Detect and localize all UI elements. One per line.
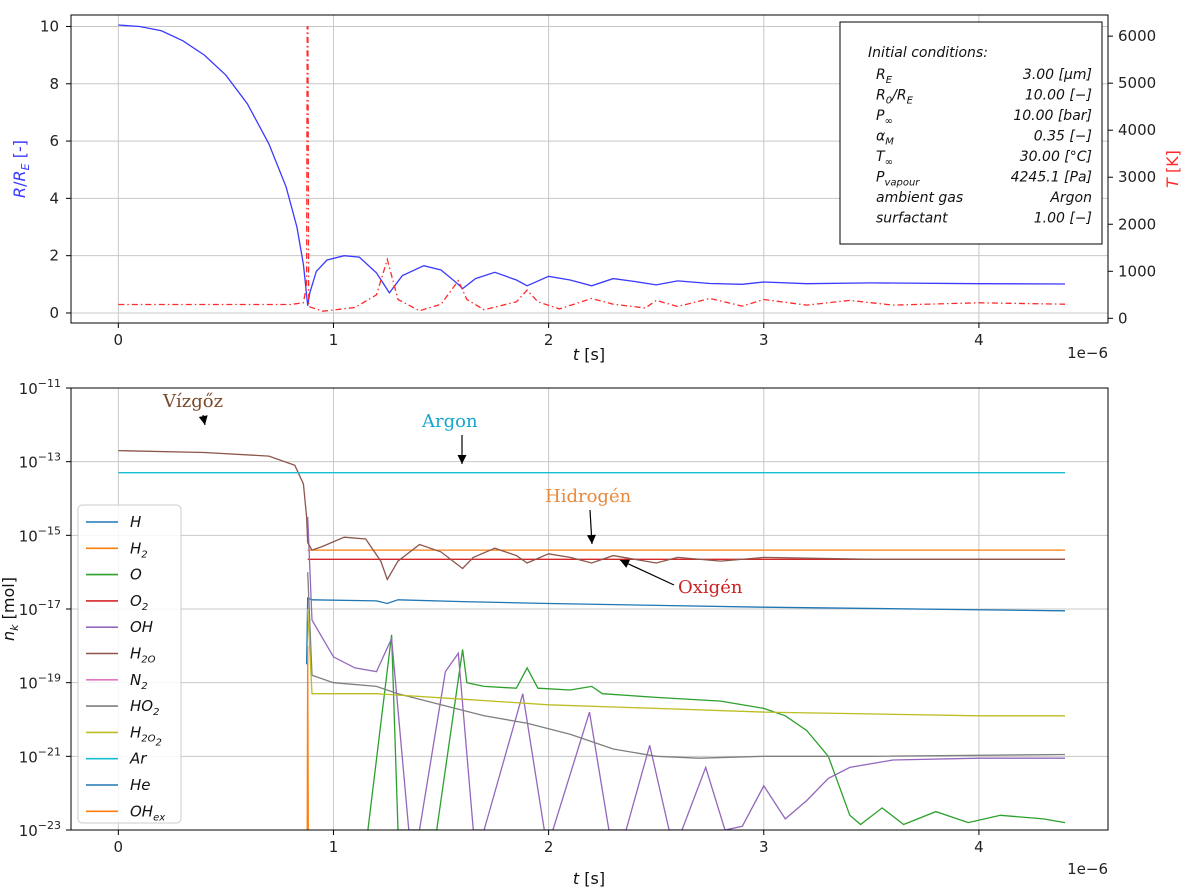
y-axis-right-label: T [K] (1163, 150, 1182, 188)
radius-temperature-chart: 0 1 2 3 4 0 2 4 6 8 10 0 1000 2000 3000 4000 5000 6000 R/… (10, 14, 1182, 364)
series-line-h2o2 (307, 608, 1065, 717)
y-axis-label-bottom: nk [mol] (0, 577, 21, 641)
x-tick-label: 3 (759, 838, 769, 856)
legend-entry: HO2 (130, 697, 159, 718)
y-axis-left-label: R/RE [-] (10, 140, 32, 198)
x-tick-label: 3 (759, 331, 769, 349)
info-row-value: 3.00 [μm] (1023, 67, 1092, 83)
y-tick-label: 10−23 (19, 819, 61, 840)
info-row-value: 0.35 [−] (1034, 129, 1092, 145)
y-tick-label: 10−21 (19, 745, 61, 766)
x-multiplier-bottom: 1e−6 (1067, 860, 1108, 878)
y-right-tick-label: 4000 (1118, 121, 1156, 139)
y-left-tick-label: 8 (49, 75, 59, 93)
info-row-label: surfactant (876, 211, 948, 227)
x-multiplier-top: 1e−6 (1067, 344, 1108, 362)
x-axis-label-top: t [s] (573, 345, 605, 364)
y-tick-label: 10−15 (19, 524, 61, 545)
x-tick-label: 2 (544, 838, 554, 856)
info-row-label: ambient gas (876, 190, 963, 206)
y-tick-label: 10−17 (19, 598, 61, 619)
temperature-line (118, 26, 1066, 312)
y-right-tick-label: 5000 (1118, 74, 1156, 92)
info-row-label: R0/RE (876, 88, 914, 107)
y-tick-label: 10−13 (19, 451, 61, 472)
y-tick-label: 10−19 (19, 672, 61, 693)
y-left-tick-label: 2 (49, 247, 59, 265)
series-line-o (367, 634, 1066, 830)
x-tick-label: 4 (974, 838, 984, 856)
legend-entry: He (130, 776, 151, 794)
y-right-tick-label: 6000 (1118, 27, 1156, 45)
x-tick-label: 1 (329, 838, 339, 856)
info-row-value: 10.00 [−] (1025, 88, 1092, 104)
y-right-tick-label: 3000 (1118, 168, 1156, 186)
y-left-tick-label: 10 (40, 17, 59, 35)
annotation-label: Vízgőz (162, 391, 223, 412)
initial-conditions-box: Initial conditions: RE 3.00 [μm]R0/RE 10.0… (839, 21, 1103, 245)
info-row-value: 10.00 [bar] (1013, 108, 1092, 124)
info-title: Initial conditions: (868, 45, 988, 61)
annotations: Vízgőz Argon Hidrogén Oxigén (162, 391, 743, 598)
radius-line (118, 24, 1066, 306)
x-axis-label-bottom: t [s] (573, 869, 605, 888)
annotation-label: Oxigén (678, 577, 743, 598)
y-right-tick-label: 1000 (1118, 262, 1156, 280)
legend-entry: OH (130, 618, 153, 636)
x-tick-label: 1 (329, 331, 339, 349)
y-right-tick-label: 0 (1118, 309, 1128, 327)
series-line-ho2 (307, 572, 1066, 759)
plot-frame-top (70, 14, 1109, 324)
x-tick-label: 4 (974, 331, 984, 349)
x-tick-label: 0 (114, 838, 124, 856)
legend-entry: H (130, 513, 141, 531)
series-line-oh (307, 516, 1065, 830)
info-row-value: 1.00 [−] (1034, 211, 1092, 227)
x-tick-label: 2 (544, 331, 554, 349)
y-left-tick-label: 0 (49, 304, 59, 322)
annotation-label: Hidrogén (545, 486, 632, 507)
legend-entry: O (130, 566, 142, 584)
info-row-value: 4245.1 [Pa] (1011, 170, 1092, 186)
y-left-tick-label: 6 (49, 132, 59, 150)
series-line-h2o (118, 449, 1065, 582)
annotation-label: Argon (421, 411, 478, 432)
y-tick-label: 10−11 (19, 377, 61, 398)
series-line-h (305, 597, 1066, 665)
info-row-value: 30.00 [°C] (1020, 149, 1092, 165)
series-line-ohex (306, 645, 309, 830)
legend-entry: Ar (129, 750, 147, 768)
species-amount-chart: 0 1 2 3 4 10−23 10−21 10−19 10−17 10−15 10−13 10−11… (0, 377, 1109, 888)
x-tick-label: 0 (114, 331, 124, 349)
y-right-tick-label: 2000 (1118, 215, 1156, 233)
y-left-tick-label: 4 (49, 189, 59, 207)
info-row-value: Argon (1049, 190, 1092, 206)
